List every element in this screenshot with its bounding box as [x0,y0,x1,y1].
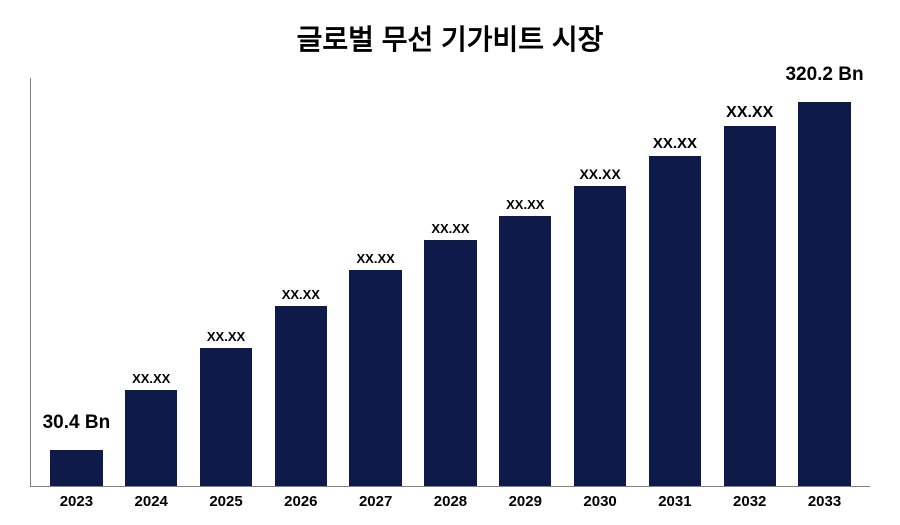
bar [724,126,776,486]
bar-group: XX.XX [263,78,338,486]
x-axis-tick: 2028 [413,493,488,510]
bars-group: 30.4 BnXX.XXXX.XXXX.XXXX.XXXX.XXXX.XXXX.… [31,78,870,486]
bar [574,186,626,486]
bar [499,216,551,486]
bar-group: XX.XX [338,78,413,486]
x-axis-tick: 2027 [338,493,413,510]
bar-value-label: 320.2 Bn [765,64,885,86]
x-axis-tick: 2023 [39,493,114,510]
x-axis: 2023202420252026202720282029203020312032… [31,487,870,510]
x-axis-tick: 2030 [563,493,638,510]
bar [125,390,177,486]
bar-group: 320.2 Bn [787,78,862,486]
bar-group: XX.XX [712,78,787,486]
bar [424,240,476,486]
bar-group: XX.XX [114,78,189,486]
bar [349,270,401,486]
x-axis-tick: 2033 [787,493,862,510]
chart-container: 글로벌 무선 기가비트 시장 30.4 BnXX.XXXX.XXXX.XXXX.… [0,0,900,525]
plot-area: 30.4 BnXX.XXXX.XXXX.XXXX.XXXX.XXXX.XXXX.… [30,78,870,487]
x-axis-tick: 2025 [189,493,264,510]
bar-group: XX.XX [189,78,264,486]
bar [798,102,850,486]
bar-group: XX.XX [638,78,713,486]
bar [275,306,327,486]
bar [50,450,102,486]
bar-group: XX.XX [413,78,488,486]
x-axis-tick: 2031 [638,493,713,510]
x-axis-tick: 2024 [114,493,189,510]
bar-group: 30.4 Bn [39,78,114,486]
chart-title: 글로벌 무선 기가비트 시장 [30,18,870,58]
bar [649,156,701,486]
x-axis-tick: 2029 [488,493,563,510]
bar-group: XX.XX [488,78,563,486]
x-axis-tick: 2032 [712,493,787,510]
x-axis-tick: 2026 [263,493,338,510]
bar [200,348,252,486]
